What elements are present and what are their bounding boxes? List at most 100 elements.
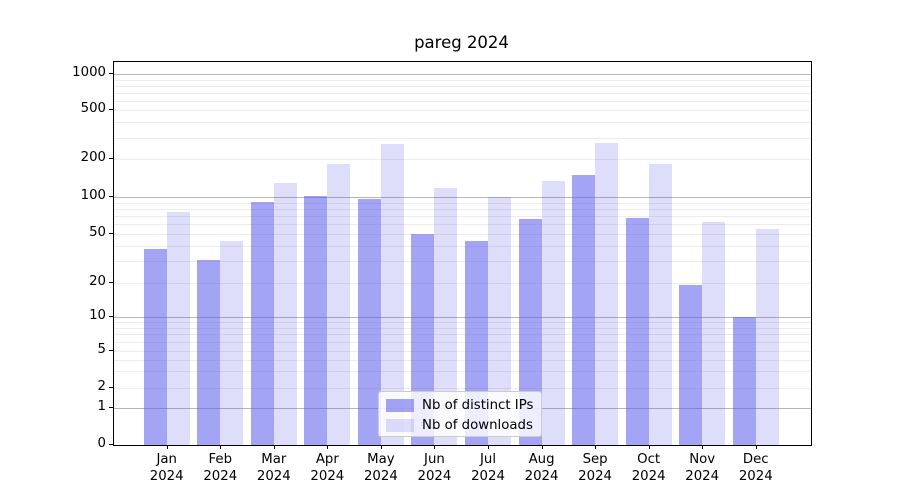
legend-entry-distinct-ips: Nb of distinct IPs — [386, 396, 541, 415]
legend-entry-downloads: Nb of downloads — [386, 416, 541, 435]
y-tick-label: 500 — [80, 101, 106, 117]
x-tick-mark — [702, 445, 704, 449]
bar-oct-downloads — [648, 163, 672, 445]
x-tick-mark — [755, 445, 757, 449]
minor-gridline — [114, 387, 811, 389]
y-tick-mark — [109, 281, 113, 283]
x-tick-mark — [541, 445, 543, 449]
y-tick-label: 100 — [80, 188, 106, 203]
x-tick-label: Nov 2024 — [685, 452, 720, 484]
bar-oct-distinct-ips — [625, 217, 649, 445]
y-tick-mark — [109, 406, 113, 408]
y-tick-label: 0 — [97, 435, 106, 451]
minor-gridline — [114, 92, 811, 94]
bar-jun-downloads — [434, 187, 458, 445]
bar-dec-distinct-ips — [732, 317, 756, 445]
minor-gridline — [114, 351, 811, 352]
minor-gridline — [114, 234, 811, 236]
minor-gridline — [114, 209, 811, 210]
bar-sep-distinct-ips — [572, 174, 596, 445]
minor-gridline — [114, 371, 811, 373]
y-tick-label: 1000 — [72, 65, 106, 81]
minor-gridline — [114, 85, 811, 87]
minor-gridline — [114, 359, 811, 361]
bar-feb-downloads — [220, 241, 244, 445]
x-tick-mark — [488, 445, 489, 449]
minor-gridline — [114, 282, 811, 284]
x-tick-mark — [327, 445, 329, 449]
x-tick-label: Jun 2024 — [417, 452, 452, 484]
minor-gridline — [114, 261, 811, 263]
legend-label-distinct-ips: Nb of distinct IPs — [422, 398, 534, 413]
bar-mar-distinct-ips — [250, 202, 274, 445]
minor-gridline — [114, 334, 811, 336]
minor-gridline — [114, 342, 811, 344]
bar-feb-distinct-ips — [197, 259, 221, 445]
bar-nov-distinct-ips — [679, 285, 703, 445]
x-tick-label: Mar 2024 — [256, 452, 291, 484]
y-tick-label: 1 — [97, 398, 106, 414]
minor-gridline — [114, 110, 811, 112]
y-tick-label: 5 — [97, 342, 106, 357]
minor-gridline — [114, 216, 811, 218]
y-tick-mark — [109, 233, 113, 235]
bar-jul-downloads — [488, 197, 511, 445]
y-tick-mark — [109, 158, 113, 160]
minor-gridline — [114, 137, 811, 139]
bar-aug-downloads — [541, 180, 565, 445]
y-tick-mark — [109, 109, 113, 111]
x-tick-label: Dec 2024 — [738, 452, 773, 484]
major-gridline — [114, 197, 811, 198]
y-tick-mark — [109, 386, 113, 388]
x-tick-label: Oct 2024 — [631, 452, 666, 484]
x-tick-label: Jan 2024 — [149, 452, 184, 484]
minor-gridline — [114, 322, 811, 324]
x-tick-mark — [434, 445, 436, 449]
x-tick-mark — [166, 445, 168, 449]
major-gridline — [114, 74, 811, 76]
bar-apr-downloads — [327, 164, 351, 445]
y-tick-mark — [109, 443, 113, 445]
legend-swatch-downloads — [386, 419, 414, 432]
x-tick-mark — [595, 445, 597, 449]
x-tick-mark — [220, 445, 222, 449]
x-tick-mark — [273, 445, 275, 449]
bar-sep-downloads — [595, 142, 619, 445]
bar-may-downloads — [380, 144, 404, 445]
x-tick-mark — [380, 445, 382, 449]
y-tick-mark — [109, 316, 113, 317]
legend: Nb of distinct IPs Nb of downloads — [378, 391, 542, 437]
x-tick-label: May 2024 — [363, 452, 398, 484]
y-tick-label: 20 — [89, 273, 106, 289]
x-tick-label: Jul 2024 — [471, 452, 505, 484]
minor-gridline — [114, 100, 811, 102]
minor-gridline — [114, 122, 811, 124]
y-tick-label: 50 — [89, 225, 106, 241]
minor-gridline — [114, 246, 811, 248]
x-tick-label: Apr 2024 — [310, 452, 345, 484]
bar-mar-downloads — [273, 183, 297, 445]
minor-gridline — [114, 79, 811, 81]
bar-aug-distinct-ips — [518, 218, 542, 445]
major-gridline — [114, 317, 811, 318]
y-tick-mark — [109, 350, 113, 351]
legend-label-downloads: Nb of downloads — [422, 418, 533, 433]
legend-swatch-distinct-ips — [386, 399, 414, 412]
bar-apr-distinct-ips — [304, 195, 328, 445]
minor-gridline — [114, 327, 811, 329]
bar-nov-downloads — [702, 221, 726, 445]
y-tick-mark — [109, 196, 113, 197]
minor-gridline — [114, 202, 811, 204]
x-tick-label: Feb 2024 — [203, 452, 238, 484]
chart-title: pareg 2024 — [414, 33, 509, 52]
bar-jan-downloads — [166, 212, 190, 445]
x-tick-label: Sep 2024 — [578, 452, 613, 484]
bar-jan-distinct-ips — [143, 248, 167, 445]
minor-gridline — [114, 159, 811, 161]
x-tick-label: Aug 2024 — [524, 452, 559, 484]
plot-area — [113, 61, 812, 446]
bar-may-distinct-ips — [357, 198, 381, 445]
bar-dec-downloads — [755, 229, 779, 445]
x-tick-mark — [648, 445, 650, 449]
